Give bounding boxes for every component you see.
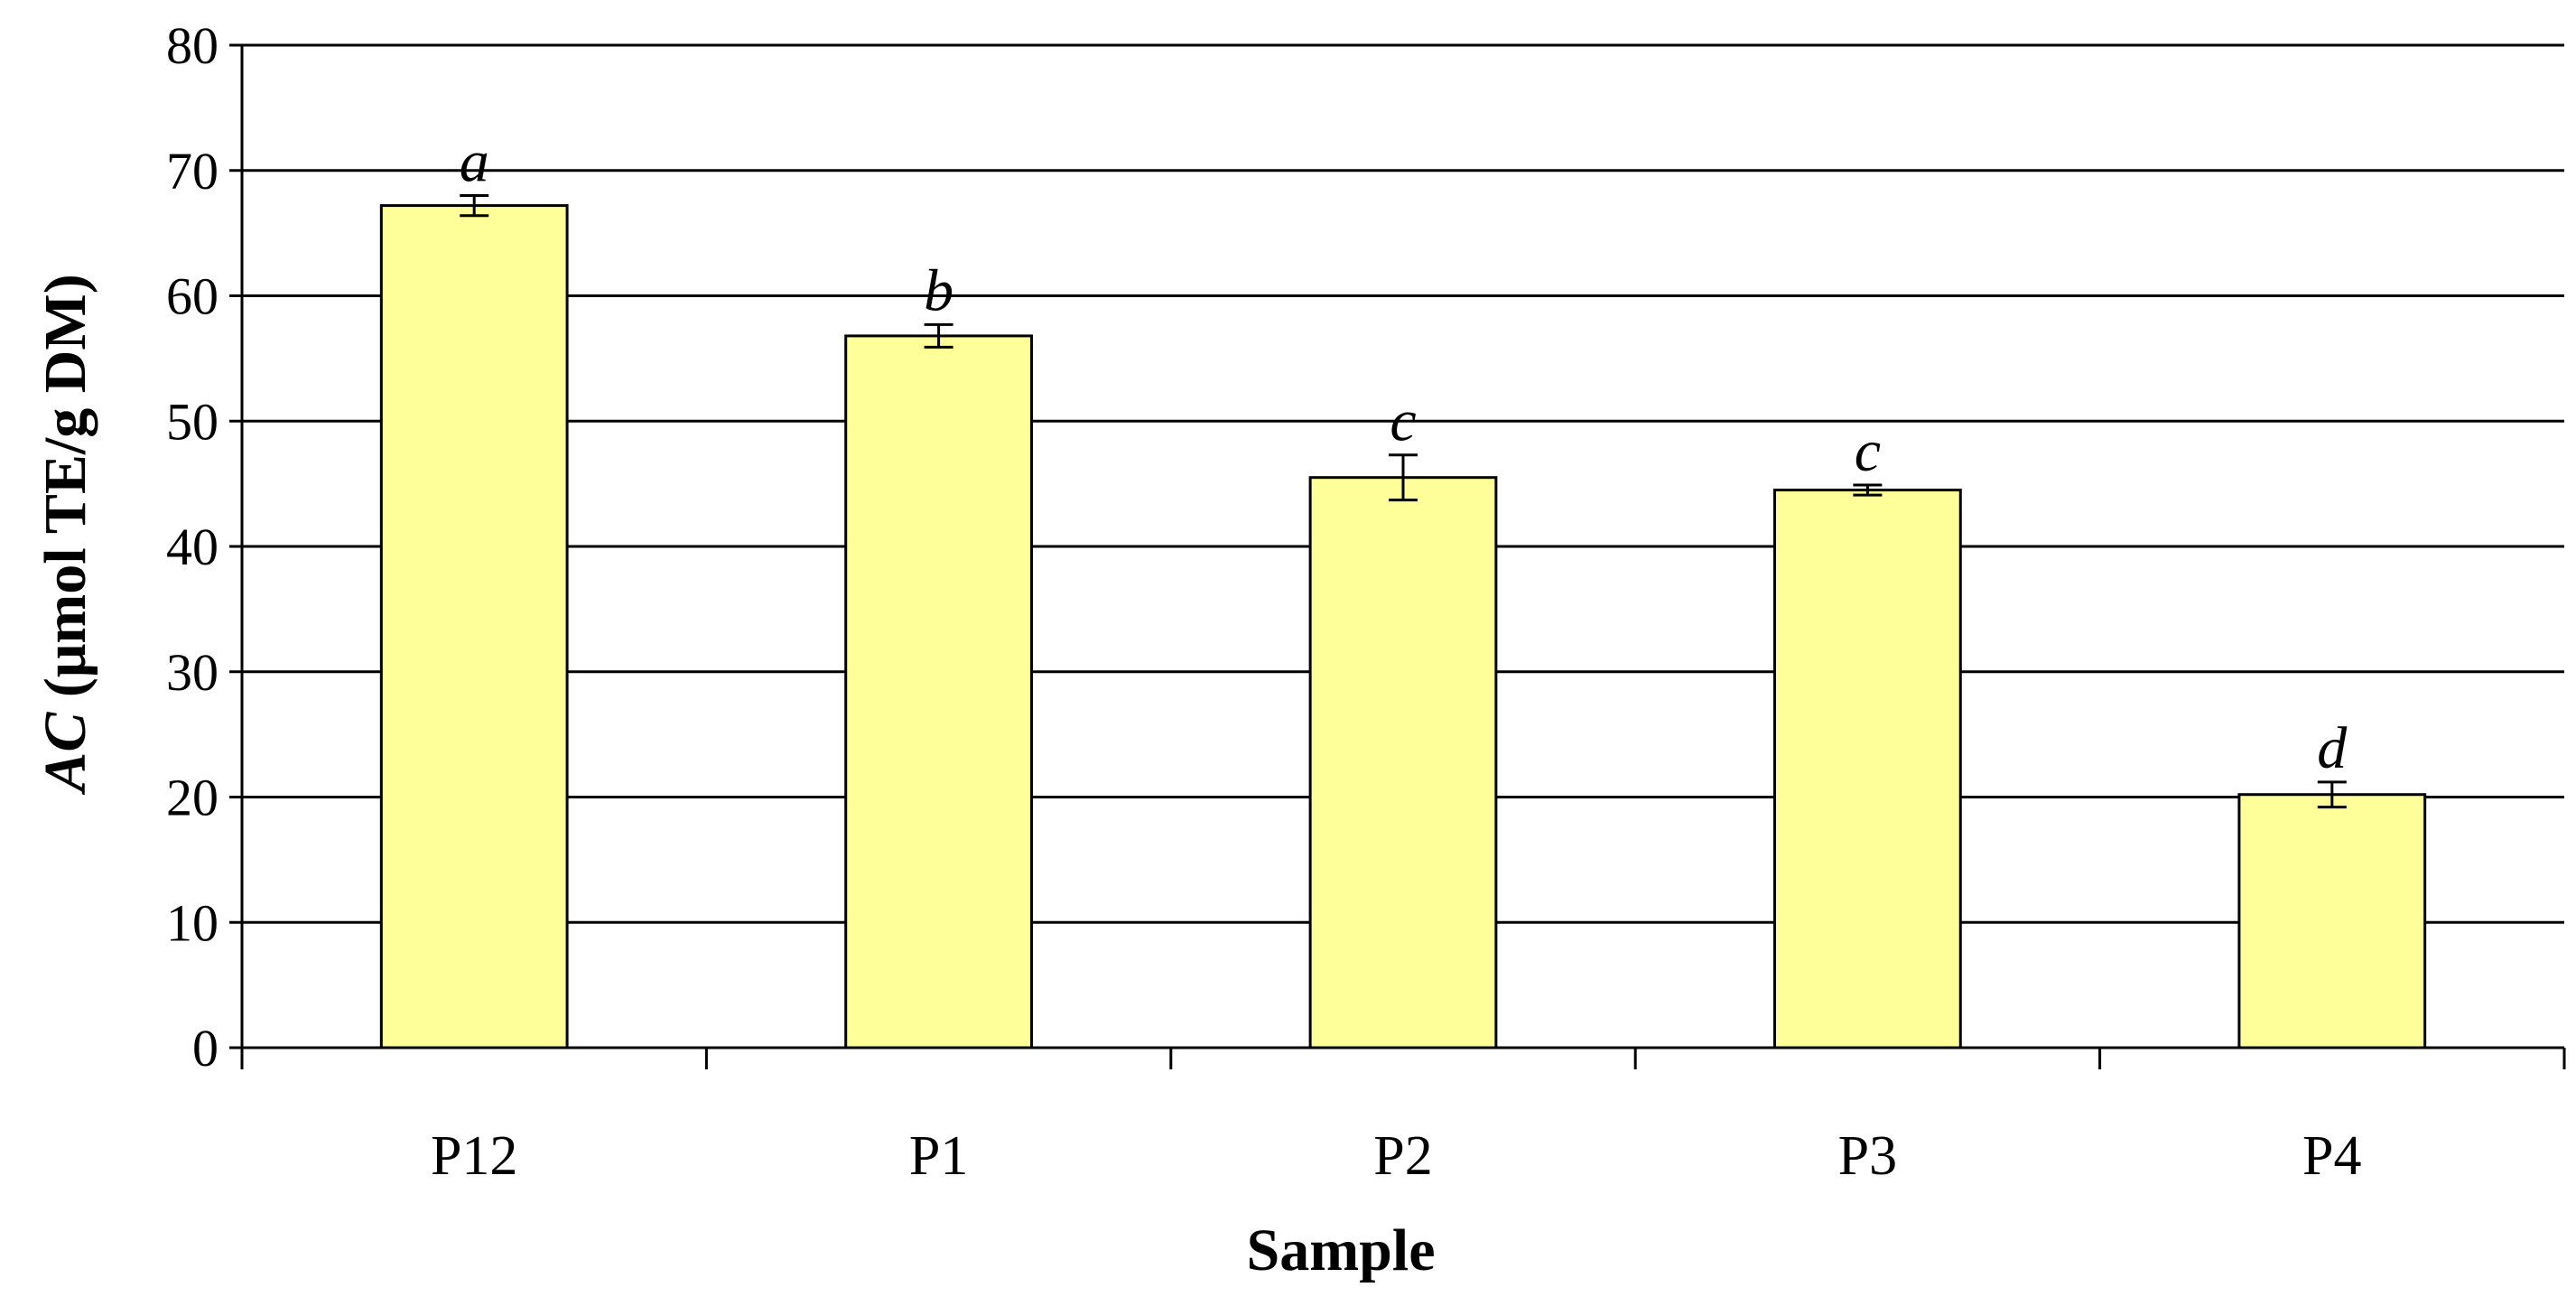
significance-letter: c [1390,388,1416,454]
y-tick-label: 60 [166,267,219,326]
x-tick-label: P4 [2302,1125,2361,1187]
y-axis-title-rest: (μmol TE/g DM) [33,274,98,712]
bar-p12 [379,204,569,1049]
error-bar-p4 [2317,780,2347,809]
axes [229,43,2566,1069]
bar-p3 [1773,489,1962,1049]
error-bar-p2 [1389,453,1418,502]
x-tick-label: P1 [909,1125,968,1187]
error-bar-p12 [460,194,489,218]
bar-p1 [844,334,1033,1049]
bar-p2 [1308,476,1498,1049]
y-tick-label: 20 [166,769,219,827]
significance-letter: b [924,257,953,323]
y-tick-label: 80 [166,16,219,75]
y-axis-title-italic: AC [33,712,98,796]
x-axis-title: Sample [1246,1217,1435,1283]
labels: 0 10 20 30 40 50 60 70 80 a P12 b P1 c P2 c P3 d P4 [166,16,2362,1187]
error-bar-p1 [924,322,953,349]
y-tick-label: 70 [166,142,219,201]
x-tick-label: P12 [431,1125,517,1187]
x-tick-label: P2 [1373,1125,1432,1187]
error-bar-p3 [1853,483,1883,497]
y-tick-label: 40 [166,518,219,576]
significance-letter: d [2317,715,2348,781]
significance-letter: c [1855,418,1881,484]
bar-p4 [2237,793,2427,1049]
y-tick-label: 10 [166,893,219,952]
y-axis-title: AC (μmol TE/g DM) [33,274,98,795]
y-tick-label: 30 [166,643,219,702]
significance-letter: a [460,129,489,195]
y-tick-label: 50 [166,392,219,451]
bars [379,194,2427,1049]
x-tick-label: P3 [1838,1125,1897,1187]
y-tick-label: 0 [192,1019,219,1077]
